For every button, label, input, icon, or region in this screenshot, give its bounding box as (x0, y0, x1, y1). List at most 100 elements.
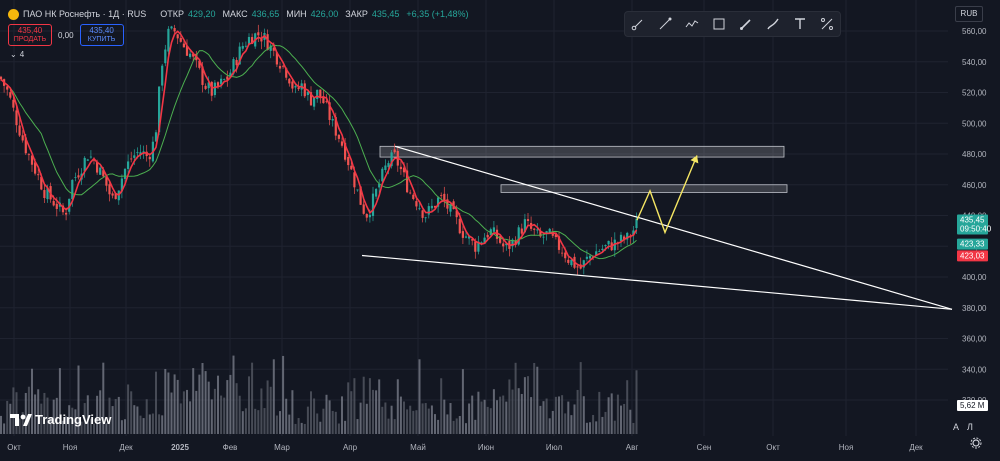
candle-body (136, 152, 139, 154)
price-tag-bg (957, 250, 988, 262)
volume-bar (257, 410, 260, 434)
candle-body (495, 229, 499, 239)
volume-bar (629, 409, 632, 434)
volume-bar (120, 420, 123, 434)
x-tick-label: Апр (343, 443, 358, 452)
volume-bar (285, 398, 288, 434)
candle-body (588, 255, 592, 259)
wedge-trendlines[interactable] (361, 145, 953, 310)
candle-body (297, 87, 300, 90)
volume-bar (6, 400, 9, 434)
volume-bar (403, 401, 405, 434)
rectangle-icon[interactable] (710, 15, 728, 33)
polyline-icon[interactable] (683, 15, 701, 33)
volume-bar (306, 406, 309, 434)
candle-body (474, 241, 477, 252)
candle-body (74, 177, 77, 178)
settings-gear-icon[interactable] (970, 437, 982, 449)
volume-bar (108, 397, 111, 434)
high-value: 436,65 (251, 9, 280, 19)
candle-body (331, 118, 334, 121)
x-tick-label: Окт (7, 443, 21, 452)
candle-body (520, 228, 523, 234)
candle-body (127, 161, 130, 169)
x-tick-label: Дек (119, 443, 133, 452)
volume-bar (372, 389, 374, 434)
candle-body (247, 36, 251, 45)
volume-bar (182, 391, 185, 434)
candle-body (533, 228, 536, 230)
candle-body (427, 206, 430, 215)
volume-bar (43, 392, 46, 434)
x-tick-label: 2025 (171, 443, 189, 452)
indicators-toggle[interactable]: ⌄ 4 (10, 50, 24, 59)
candle-body (390, 152, 393, 167)
volume-bar (223, 397, 226, 434)
candle-body (244, 45, 247, 47)
candle-body (477, 241, 480, 252)
volume-bar (502, 395, 505, 434)
candle-body (505, 243, 508, 246)
candle-body (492, 227, 495, 232)
time-axis[interactable]: Окт Ноя Дек 2025 Фев Мар Апр Май Июн Июл Авг Сен Окт… (7, 443, 923, 452)
candle-body (43, 190, 46, 199)
path-tool-icon[interactable] (629, 15, 647, 33)
candle-body (34, 162, 37, 174)
candle-body (619, 234, 623, 241)
sell-button[interactable]: 435,40 ПРОДАТЬ (8, 24, 52, 46)
volume-bar (151, 413, 154, 434)
volume-bar (111, 406, 114, 434)
price-tag-value: 423,33 (960, 240, 985, 249)
x-tick-label: Июн (478, 443, 494, 452)
volume-bar (49, 418, 52, 434)
brush-icon[interactable] (737, 15, 755, 33)
tradingview-logo: TradingView (10, 412, 111, 427)
candle-body (542, 236, 545, 238)
auto-scale-button[interactable]: A (952, 422, 959, 432)
volume-bar (303, 423, 306, 434)
trade-panel: 435,40 ПРОДАТЬ 0,00 435,40 КУПИТЬ (8, 24, 124, 46)
volume-bar (595, 421, 598, 434)
x-tick-label: Мар (274, 443, 290, 452)
candle-body (204, 85, 207, 89)
candle-body (359, 186, 362, 205)
volume-bar (316, 413, 319, 434)
candle-body (623, 236, 626, 241)
candle-body (415, 201, 418, 207)
candle-body (232, 59, 235, 74)
resistance-zones[interactable] (379, 145, 788, 193)
volume-bar (486, 406, 489, 434)
volume-bar (579, 362, 582, 434)
buy-button[interactable]: 435,40 КУПИТЬ (79, 24, 124, 46)
volume-bar (554, 396, 557, 434)
ruler-icon[interactable] (818, 15, 836, 33)
volume-bar (480, 401, 483, 434)
candle-body (378, 183, 381, 188)
volume-bar (288, 414, 291, 434)
candle-body (207, 82, 210, 89)
highlighter-icon[interactable] (764, 15, 782, 33)
y-tick-label: 520,00 (962, 89, 987, 98)
log-scale-button[interactable]: Л (967, 422, 973, 432)
x-tick-label: Ноя (839, 443, 854, 452)
currency-selector[interactable]: RUB (955, 6, 983, 22)
candle-body (564, 252, 567, 259)
candle-body (198, 60, 201, 68)
volume-bar (561, 395, 564, 434)
text-tool-icon[interactable] (791, 15, 809, 33)
volume-bar (548, 418, 551, 434)
y-tick-label: 380,00 (962, 304, 987, 313)
volume-bar (139, 415, 142, 434)
symbol-title[interactable]: ПАО НК Роснефть · 1Д · RUS (23, 9, 147, 19)
candle-body (123, 168, 127, 179)
volume-bar (347, 382, 350, 434)
trend-line-icon[interactable] (656, 15, 674, 33)
volume-bar (458, 416, 461, 434)
volume-bar (294, 423, 297, 434)
candle-body (226, 76, 229, 80)
projection-arrow[interactable] (636, 155, 699, 235)
candle-body (306, 91, 309, 96)
candle-body (99, 167, 102, 175)
